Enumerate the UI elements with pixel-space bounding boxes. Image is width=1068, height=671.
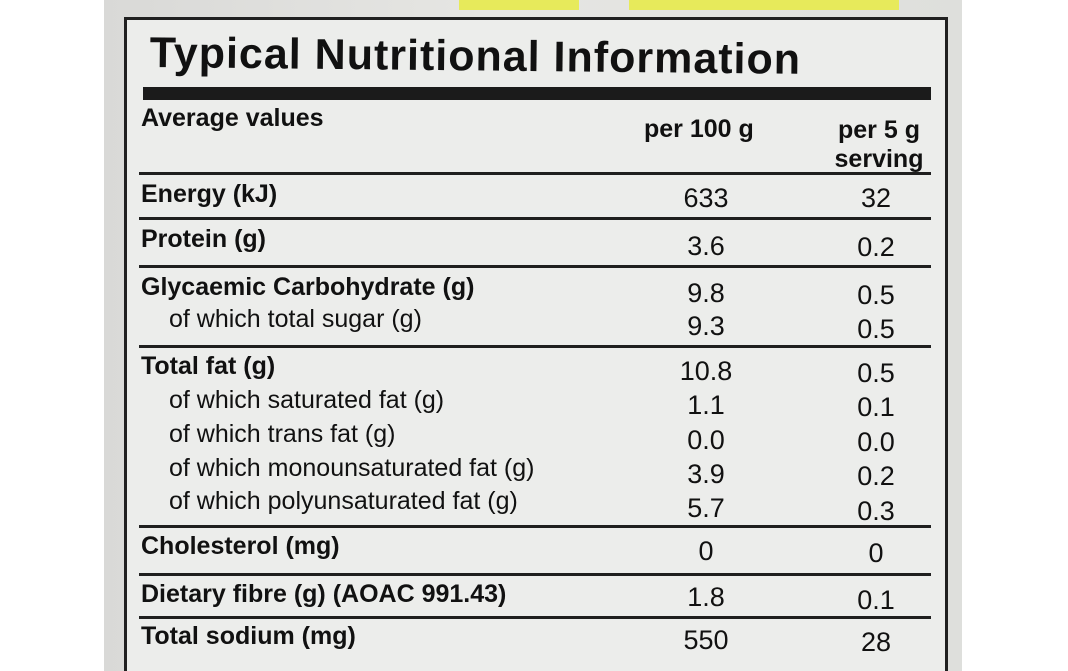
- trans-fat-label: of which trans fat (g): [169, 420, 396, 448]
- dietary-fibre-label: Dietary fibre (g) (AOAC 991.43): [141, 580, 507, 608]
- rule: [139, 525, 931, 528]
- carbohydrate-per-100g: 9.8: [687, 278, 725, 308]
- protein-per-serving: 0.2: [857, 232, 895, 262]
- yellow-packaging-edge-left: [459, 0, 579, 10]
- trans-fat-per-serving: 0.0: [857, 427, 895, 457]
- carbohydrate-label: Glycaemic Carbohydrate (g): [141, 273, 475, 301]
- protein-label: Protein (g): [141, 225, 266, 253]
- total-sugar-per-serving: 0.5: [857, 314, 895, 344]
- polyunsaturated-fat-per-100g: 5.7: [687, 493, 725, 523]
- energy-per-serving: 32: [860, 183, 892, 213]
- saturated-fat-per-serving: 0.1: [857, 392, 895, 422]
- yellow-packaging-edge-right: [629, 0, 899, 10]
- rule: [139, 265, 931, 268]
- total-fat-per-serving: 0.5: [857, 358, 895, 388]
- title-divider: [143, 87, 931, 100]
- total-sodium-per-serving: 28: [860, 627, 892, 657]
- protein-per-100g: 3.6: [687, 231, 725, 261]
- cholesterol-per-100g: 0: [698, 536, 714, 566]
- carbohydrate-per-serving: 0.5: [857, 280, 895, 310]
- nutrition-label-photo: Typical Nutritional Information Average …: [104, 0, 962, 671]
- dietary-fibre-per-100g: 1.8: [687, 582, 725, 612]
- total-sugar-label: of which total sugar (g): [169, 305, 422, 333]
- nutrition-label: Typical Nutritional Information Average …: [124, 17, 948, 671]
- energy-per-100g: 633: [683, 183, 729, 213]
- label-title: Typical Nutritional Information: [149, 29, 802, 84]
- cholesterol-per-serving: 0: [868, 538, 884, 568]
- per-serving-header: per 5 g serving: [834, 116, 924, 173]
- energy-label: Energy (kJ): [141, 180, 278, 208]
- rule: [139, 172, 931, 175]
- dietary-fibre-per-serving: 0.1: [857, 585, 895, 615]
- cholesterol-label: Cholesterol (mg): [141, 532, 340, 560]
- total-fat-per-100g: 10.8: [679, 356, 733, 386]
- per-100g-header: per 100 g: [644, 115, 754, 143]
- saturated-fat-per-100g: 1.1: [687, 390, 725, 420]
- rule: [139, 345, 931, 348]
- rule: [139, 217, 931, 220]
- average-values-header: Average values: [141, 104, 324, 132]
- saturated-fat-label: of which saturated fat (g): [169, 386, 445, 414]
- trans-fat-per-100g: 0.0: [687, 425, 725, 455]
- monounsaturated-fat-label: of which monounsaturated fat (g): [169, 454, 535, 482]
- monounsaturated-fat-per-100g: 3.9: [687, 459, 725, 489]
- total-sodium-label: Total sodium (mg): [141, 622, 356, 650]
- rule: [139, 573, 931, 576]
- total-sugar-per-100g: 9.3: [687, 311, 725, 341]
- rule: [139, 616, 931, 619]
- total-sodium-per-100g: 550: [683, 625, 729, 655]
- total-fat-label: Total fat (g): [141, 352, 276, 380]
- polyunsaturated-fat-per-serving: 0.3: [857, 496, 895, 526]
- polyunsaturated-fat-label: of which polyunsaturated fat (g): [169, 487, 518, 515]
- monounsaturated-fat-per-serving: 0.2: [857, 461, 895, 491]
